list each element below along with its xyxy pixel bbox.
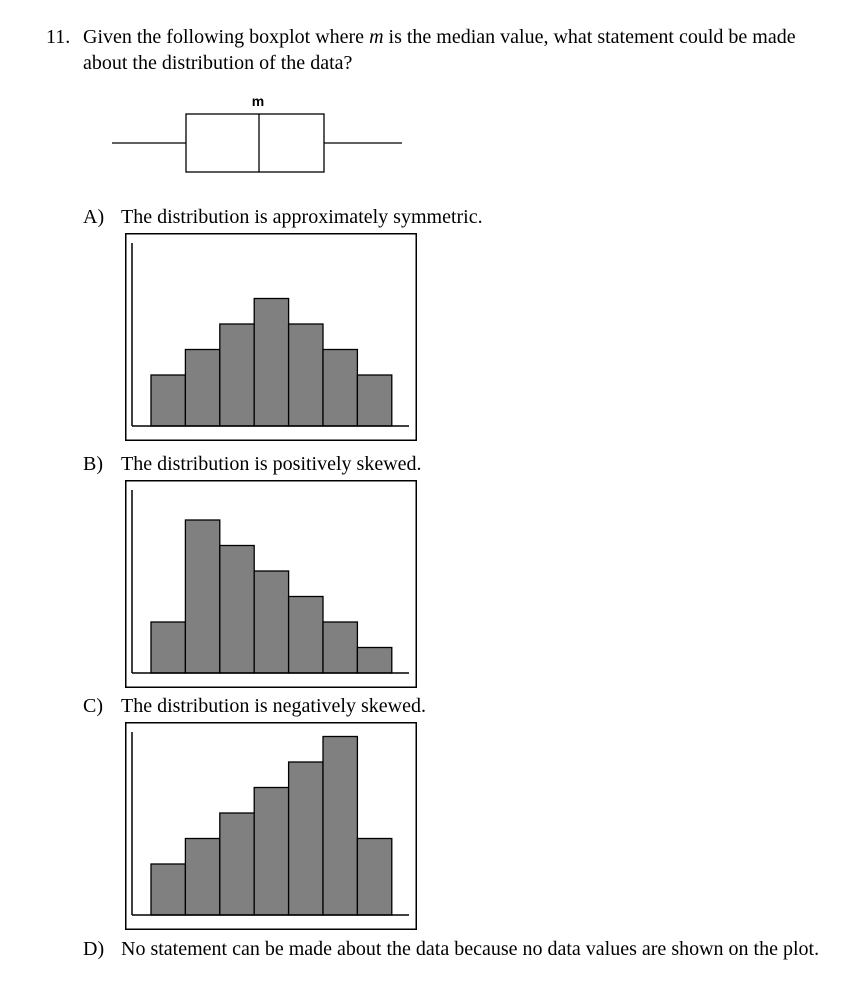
histogram-c-bar	[184, 837, 221, 916]
histogram-c-bar	[322, 735, 359, 916]
option-a-letter: A)	[83, 206, 105, 228]
histogram-a-bar	[150, 374, 187, 427]
boxplot-median-label: m	[252, 93, 264, 109]
histogram-a-bar	[219, 323, 255, 427]
histogram-b	[125, 480, 417, 688]
median-variable: m	[369, 26, 384, 48]
option-a-text: The distribution is approximately symmet…	[121, 206, 483, 228]
histogram-b-bar	[253, 570, 290, 674]
histogram-a	[125, 233, 417, 441]
option-a[interactable]: A) The distribution is approximately symm…	[83, 204, 483, 230]
question-text-before: Given the following boxplot where	[83, 26, 370, 48]
question-text-after: is the median value, what statement coul…	[83, 26, 796, 74]
option-c-text: The distribution is negatively skewed.	[121, 695, 426, 717]
option-c[interactable]: C) The distribution is negatively skewed.	[83, 693, 426, 719]
histogram-b-bar	[322, 621, 359, 674]
option-d-letter: D)	[83, 938, 105, 960]
boxplot-box	[185, 113, 325, 173]
histogram-b-bar	[219, 544, 255, 674]
histogram-b-bar	[287, 595, 324, 674]
histogram-b-bar	[184, 519, 221, 674]
histogram-c	[125, 722, 417, 930]
option-b-text: The distribution is positively skewed.	[121, 453, 422, 475]
histogram-c-bar	[253, 786, 290, 916]
option-b[interactable]: B) The distribution is positively skewed.	[83, 451, 422, 477]
question-text: Given the following boxplot where m is t…	[83, 24, 823, 76]
option-d-text: No statement can be made about the data …	[121, 938, 820, 960]
histogram-c-bar	[150, 863, 187, 916]
histogram-a-bar	[322, 348, 359, 427]
histogram-a-bar	[253, 297, 290, 427]
histogram-b-bar	[150, 621, 187, 674]
histogram-a-bar	[356, 374, 393, 427]
question-number: 11.	[46, 26, 71, 48]
boxplot: m	[112, 93, 402, 173]
histogram-c-bar	[219, 812, 255, 916]
option-b-letter: B)	[83, 453, 103, 475]
histogram-c-bar	[356, 837, 393, 916]
histogram-b-bar	[356, 646, 393, 674]
option-c-letter: C)	[83, 695, 103, 717]
histogram-a-bar	[184, 348, 221, 427]
histogram-a-bar	[287, 323, 324, 427]
histogram-c-bar	[287, 761, 324, 916]
